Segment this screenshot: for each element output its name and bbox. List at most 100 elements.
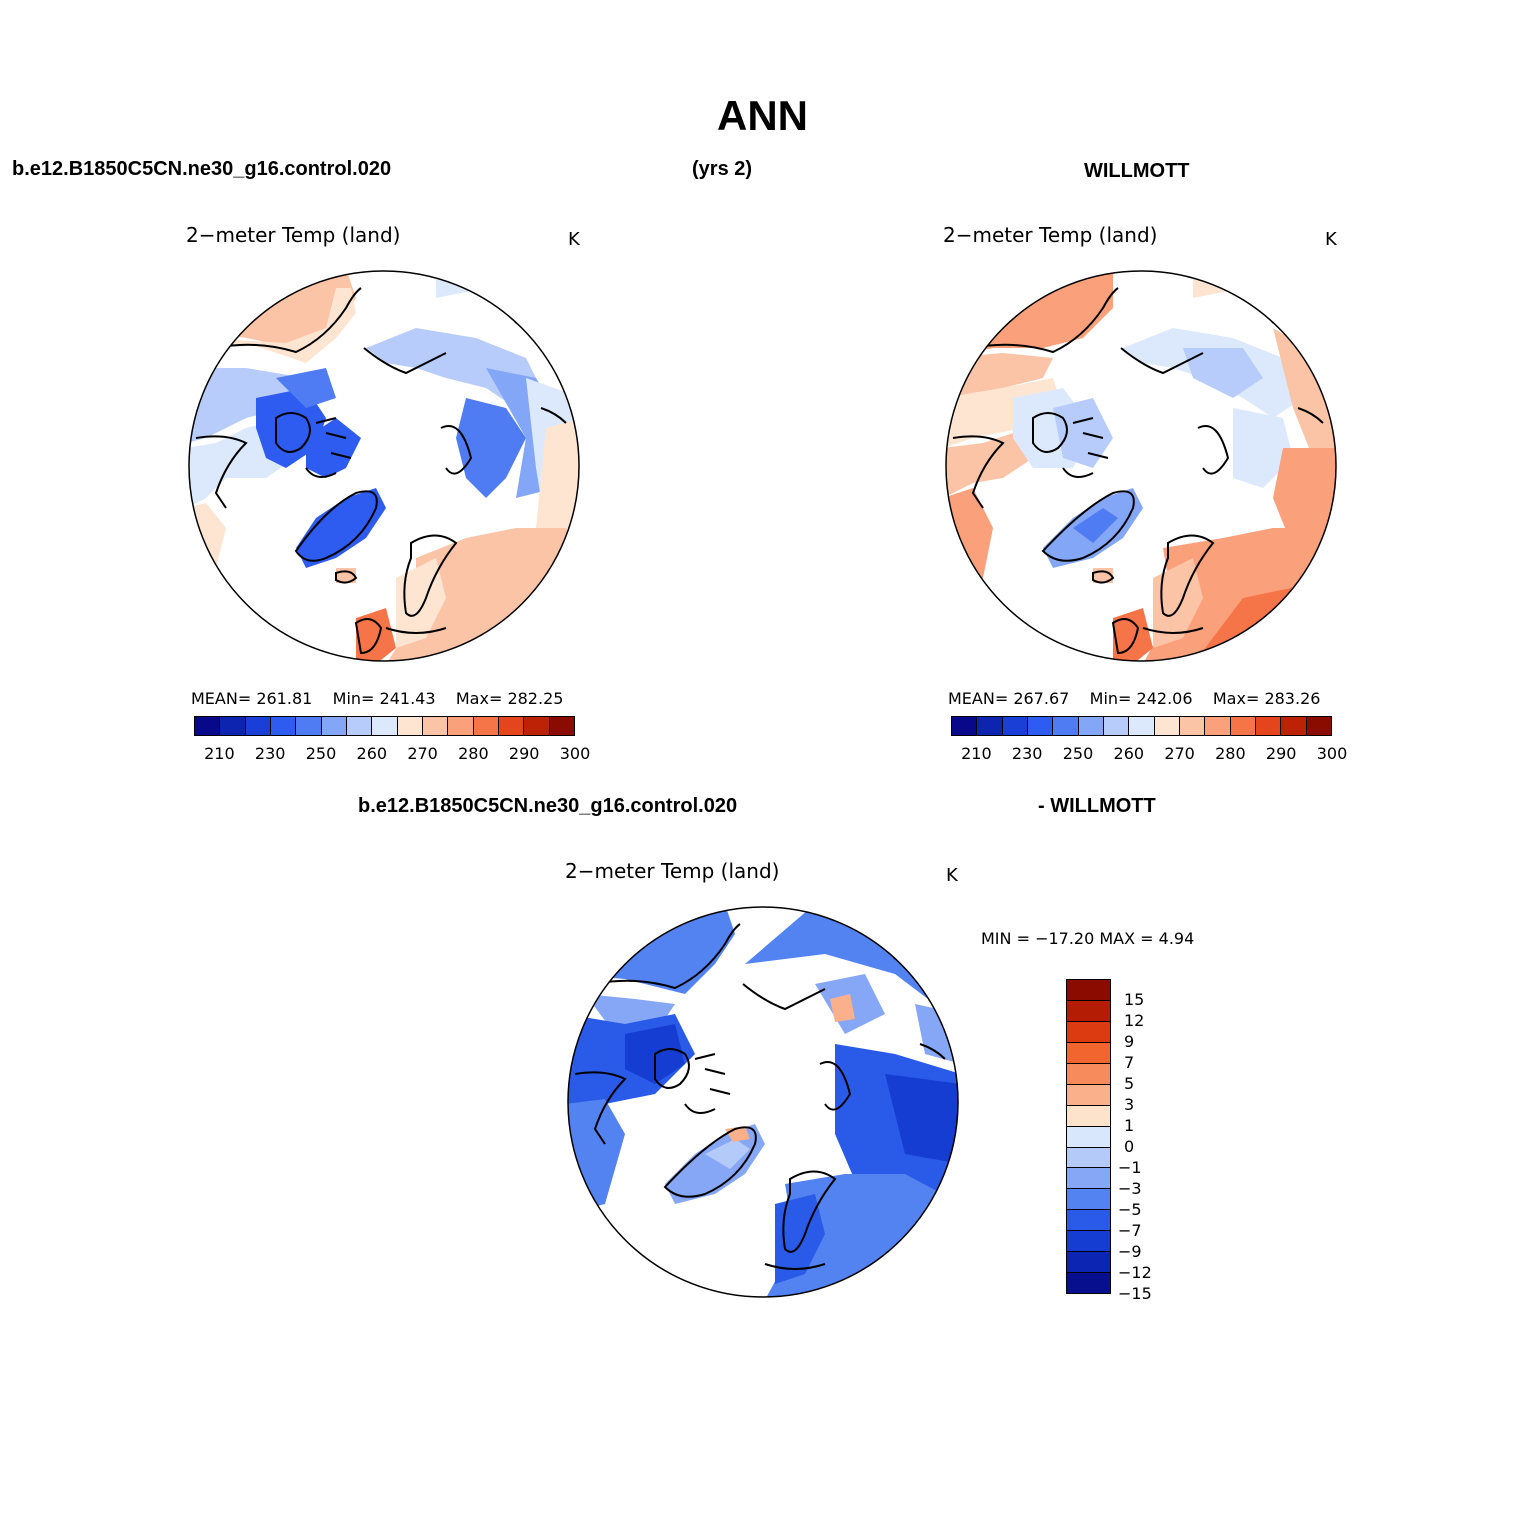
panel2-colorbar (951, 716, 1332, 736)
panel2-colorbar-labels: 210 230 250 260 270 280 290 300 (951, 744, 1347, 764)
panel3-title: 2−meter Temp (land) (565, 859, 780, 883)
colorbar-swatch (1067, 980, 1110, 1001)
colorbar-swatch (1306, 717, 1331, 735)
panel3-colorbar-labels: 15 12 9 7 5 3 1 0 −1 −3 −5 −7 −9 −12 −15 (1118, 979, 1178, 1303)
colorbar-tick-label: 280 (1215, 744, 1246, 763)
colorbar-swatch (498, 717, 525, 735)
colorbar-tick-label: 280 (458, 744, 489, 763)
colorbar-tick-label: 260 (1113, 744, 1145, 763)
colorbar-swatch (1067, 1273, 1110, 1294)
panel1-colorbar-labels: 210 230 250 260 270 280 290 300 (194, 744, 590, 764)
colorbar-tick-label: 250 (305, 744, 337, 763)
colorbar-tick-label: 300 (1316, 744, 1348, 763)
colorbar-swatch (473, 717, 499, 735)
colorbar-swatch (952, 717, 978, 735)
colorbar-tick-label: 3 (1124, 1095, 1135, 1114)
colorbar-swatch (1067, 1063, 1110, 1085)
colorbar-swatch (1078, 717, 1104, 735)
panel2-title: 2−meter Temp (land) (943, 223, 1158, 247)
colorbar-tick-label: 0 (1124, 1137, 1135, 1156)
colorbar-swatch (422, 717, 449, 735)
colorbar-tick-label: −5 (1118, 1200, 1142, 1219)
obs-name-label: WILLMOTT (1084, 160, 1190, 182)
colorbar-tick-label: −12 (1118, 1263, 1152, 1282)
colorbar-tick-label: −1 (1118, 1158, 1142, 1177)
diff-obs-name-label: - WILLMOTT (1038, 795, 1156, 817)
colorbar-swatch (1067, 1252, 1110, 1274)
panel1-map (188, 270, 580, 662)
colorbar-swatch (1281, 717, 1307, 735)
panel1-max: Max= 282.25 (455, 689, 564, 708)
panel2-map (945, 270, 1337, 662)
colorbar-tick-label: 5 (1124, 1074, 1135, 1093)
colorbar-tick-label: 300 (559, 744, 591, 763)
panel1-mean: MEAN= 261.81 (191, 689, 313, 708)
colorbar-tick-label: −15 (1118, 1284, 1152, 1303)
colorbar-tick-label: 210 (204, 744, 235, 763)
colorbar-swatch (1053, 717, 1079, 735)
colorbar-swatch (296, 717, 322, 735)
colorbar-tick-label: 210 (961, 744, 992, 763)
colorbar-swatch (1067, 1147, 1110, 1169)
colorbar-swatch (397, 717, 423, 735)
diff-case-name-label: b.e12.B1850C5CN.ne30_g16.control.020 (358, 795, 738, 817)
colorbar-tick-label: 230 (254, 744, 286, 763)
colorbar-tick-label: −3 (1118, 1179, 1142, 1198)
colorbar-swatch (1067, 1000, 1110, 1022)
colorbar-swatch (1067, 1021, 1110, 1043)
colorbar-swatch (195, 717, 221, 735)
colorbar-swatch (1205, 717, 1231, 735)
colorbar-swatch (524, 717, 550, 735)
colorbar-tick-label: 230 (1011, 744, 1043, 763)
colorbar-tick-label: −7 (1118, 1221, 1142, 1240)
colorbar-swatch (1154, 717, 1180, 735)
colorbar-swatch (1067, 1105, 1110, 1127)
colorbar-tick-label: 9 (1124, 1032, 1135, 1051)
colorbar-swatch (1179, 717, 1206, 735)
colorbar-swatch (1027, 717, 1054, 735)
colorbar-swatch (1230, 717, 1256, 735)
panel1-units: K (568, 229, 580, 250)
colorbar-swatch (1067, 1042, 1110, 1064)
colorbar-swatch (1103, 717, 1130, 735)
colorbar-swatch (1067, 1126, 1110, 1148)
colorbar-tick-label: 12 (1124, 1011, 1145, 1030)
colorbar-tick-label: 15 (1124, 990, 1145, 1009)
panel3-minmax: MIN = −17.20 MAX = 4.94 (981, 929, 1195, 948)
colorbar-tick-label: 260 (356, 744, 388, 763)
colorbar-tick-label: 270 (407, 744, 438, 763)
colorbar-swatch (321, 717, 347, 735)
case-name-label: b.e12.B1850C5CN.ne30_g16.control.020 (12, 158, 392, 180)
panel3-map (567, 906, 959, 1298)
colorbar-swatch (372, 717, 398, 735)
colorbar-swatch (245, 717, 271, 735)
colorbar-tick-label: 1 (1124, 1116, 1135, 1135)
panel2-units: K (1325, 229, 1337, 250)
colorbar-swatch (1067, 1210, 1110, 1232)
panel3-colorbar (1066, 979, 1111, 1294)
colorbar-tick-label: 290 (1265, 744, 1297, 763)
colorbar-swatch (1067, 1084, 1110, 1106)
panel2-mean: MEAN= 267.67 (948, 689, 1070, 708)
colorbar-swatch (977, 717, 1003, 735)
colorbar-swatch (220, 717, 246, 735)
colorbar-tick-label: 290 (508, 744, 540, 763)
colorbar-tick-label: 7 (1124, 1053, 1135, 1072)
panel2-min: Min= 242.06 (1089, 689, 1193, 708)
colorbar-swatch (448, 717, 474, 735)
panel1-min: Min= 241.43 (332, 689, 436, 708)
colorbar-tick-label: −9 (1118, 1242, 1142, 1261)
colorbar-tick-label: 250 (1062, 744, 1094, 763)
colorbar-tick-label: 270 (1164, 744, 1195, 763)
colorbar-swatch (1255, 717, 1282, 735)
colorbar-swatch (1067, 1231, 1110, 1253)
colorbar-swatch (1067, 1189, 1110, 1211)
panel2-max: Max= 283.26 (1212, 689, 1321, 708)
panel3-units: K (946, 865, 958, 886)
years-label: (yrs 2) (692, 158, 753, 180)
panel1-colorbar (194, 716, 575, 736)
colorbar-swatch (1067, 1168, 1110, 1190)
colorbar-swatch (1129, 717, 1155, 735)
colorbar-swatch (346, 717, 373, 735)
panel1-title: 2−meter Temp (land) (186, 223, 401, 247)
